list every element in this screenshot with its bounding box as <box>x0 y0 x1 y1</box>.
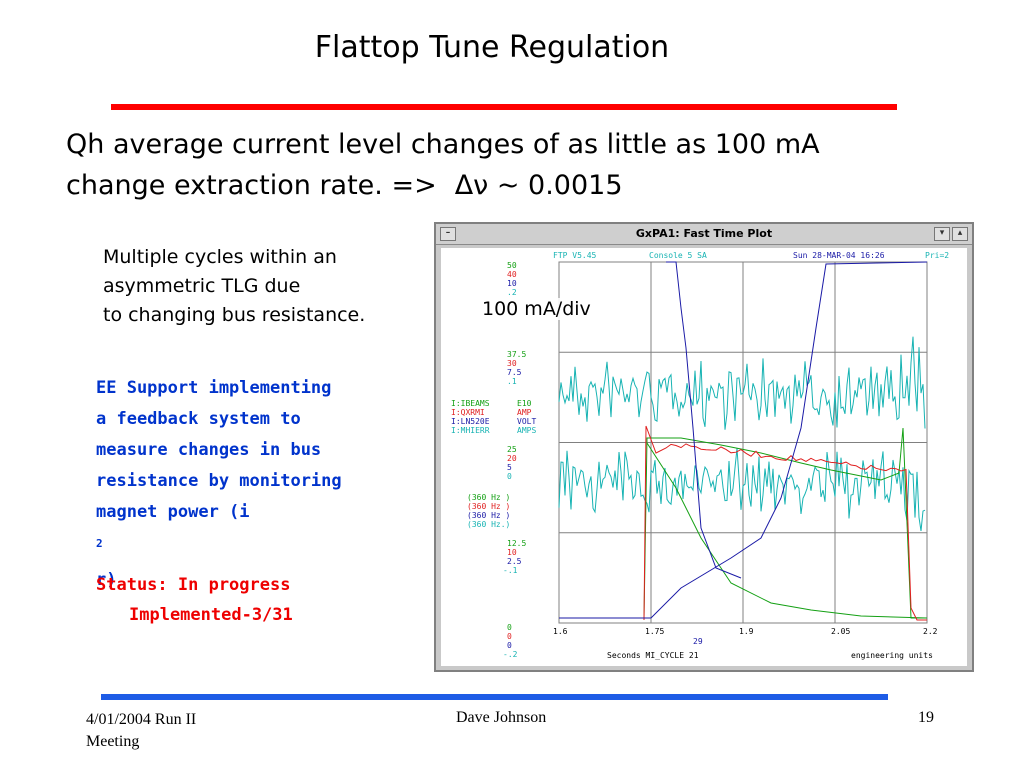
lead-line-1: Qh average current level changes of as l… <box>66 129 820 160</box>
device-unit: VOLT <box>517 417 536 426</box>
scale-label: 25 <box>507 445 517 454</box>
footer-event: Meeting <box>86 733 140 750</box>
x-tick-label: 1.9 <box>739 627 754 636</box>
scale-group-5: 0 0 0 -.2 <box>503 623 518 659</box>
header-console: Console 5 SA <box>649 251 707 260</box>
device-unit: AMP <box>517 408 532 417</box>
scale-label: 0 <box>507 641 512 650</box>
device-name: I:QXRMI <box>451 408 485 417</box>
trace-layer <box>558 261 928 621</box>
ee-last-text-end: r) <box>96 569 117 590</box>
blue-trace <box>559 261 928 619</box>
header-priority: Pri=2 <box>925 251 949 260</box>
scale-label: 2.5 <box>507 557 522 566</box>
scale-group-1: 50 40 10 .2 <box>507 261 517 297</box>
scale-label: -.1 <box>503 566 518 575</box>
device-name: I:LN520E <box>451 417 490 426</box>
x-extra-label: 29 <box>693 637 703 646</box>
sample-rate: (360 Hz ) <box>467 502 510 511</box>
scale-group-3: 25 20 5 0 <box>507 445 517 481</box>
window-title: GxPA1: Fast Time Plot <box>635 227 773 240</box>
fast-time-plot-window: – GxPA1: Fast Time Plot ▾ ▴ FTP V5.45 Co… <box>434 222 974 672</box>
x-tick-label: 1.75 <box>645 627 664 636</box>
status-implemented: Implemented-3/31 <box>129 605 293 625</box>
lead-line-2-text: change extraction rate. => <box>66 170 437 201</box>
scale-label: 10 <box>507 548 517 557</box>
device-name: I:MHIERR <box>451 426 490 435</box>
note-line: to changing bus resistance. <box>103 304 366 326</box>
x-tick-label: 2.05 <box>831 627 850 636</box>
ee-line: EE Support implementing <box>96 378 332 398</box>
sample-rate: (360 Hz.) <box>467 520 510 529</box>
lead-line-2: change extraction rate. => Δν ~ 0.0015 <box>66 165 966 206</box>
title-divider <box>111 104 897 110</box>
x-axis-label: Seconds MI_CYCLE 21 <box>607 651 699 660</box>
sample-rate-list: (360 Hz ) (360 Hz ) (360 Hz ) (360 Hz.) <box>467 493 510 529</box>
scale-label: 5 <box>507 463 512 472</box>
maximize-button[interactable]: ▴ <box>952 227 968 241</box>
cycles-note: Multiple cycles within an asymmetric TLG… <box>103 243 433 330</box>
green-trace <box>559 427 927 619</box>
footer-author: Dave Johnson <box>456 709 547 726</box>
device-name: I:IBEAMS <box>451 399 490 408</box>
ee-support-text: EE Support implementing a feedback syste… <box>96 373 426 596</box>
blue-steep-trace <box>666 261 742 579</box>
scale-label: .2 <box>507 288 517 297</box>
slide-title: Flattop Tune Regulation <box>314 30 670 65</box>
scale-label: 12.5 <box>507 539 526 548</box>
footer-divider <box>101 694 888 700</box>
ee-line: a feedback system to <box>96 409 301 429</box>
ee-superscript: 2 <box>96 537 103 550</box>
units-label: engineering units <box>851 651 933 660</box>
scale-label: 10 <box>507 279 517 288</box>
scale-label: 37.5 <box>507 350 526 359</box>
x-tick-label: 1.6 <box>553 627 568 636</box>
ee-line: magnet power (i 2 r) <box>96 497 426 596</box>
footer-date-event: 4/01/2004 Run II Meeting <box>86 709 286 753</box>
lead-text: Qh average current level changes of as l… <box>66 124 966 206</box>
scale-group-2: 37.5 30 7.5 .1 <box>507 350 526 386</box>
cyan-noise-trace <box>558 336 926 430</box>
ee-line: measure changes in bus <box>96 440 322 460</box>
header-date: Sun 28-MAR-04 16:26 <box>793 251 885 260</box>
cyan-noise-trace <box>558 448 926 531</box>
header-version: FTP V5.45 <box>553 251 597 260</box>
red-trace <box>643 425 927 621</box>
sample-rate: (360 Hz ) <box>467 511 510 520</box>
window-menu-button[interactable]: – <box>440 227 456 241</box>
device-legend: I:IBEAMS E10 I:QXRMI AMP I:LN520E VOLT I… <box>451 399 536 435</box>
tune-change-value: Δν ~ 0.0015 <box>454 170 623 201</box>
ee-line: resistance by monitoring <box>96 471 342 491</box>
green-ramp-trace <box>646 442 928 619</box>
scale-label: 0 <box>507 623 512 632</box>
window-titlebar[interactable]: – GxPA1: Fast Time Plot ▾ ▴ <box>436 224 972 245</box>
status-text: Status: In progress Implemented-3/31 <box>96 570 426 630</box>
ee-last-text: magnet power (i <box>96 502 250 522</box>
scale-label: 30 <box>507 359 517 368</box>
scale-label: 40 <box>507 270 517 279</box>
status-line: Status: In progress <box>96 575 291 595</box>
device-unit: E10 <box>517 399 532 408</box>
note-line: asymmetric TLG due <box>103 275 301 297</box>
scale-group-4: 12.5 10 2.5 -.1 <box>503 539 526 575</box>
scale-annotation: 100 mA/div <box>480 298 593 320</box>
scale-label: 50 <box>507 261 517 270</box>
scale-label: .1 <box>507 377 517 386</box>
page-number: 19 <box>918 709 934 726</box>
scale-label: 0 <box>507 632 512 641</box>
scale-label: 7.5 <box>507 368 522 377</box>
scale-label: 20 <box>507 454 517 463</box>
note-line: Multiple cycles within an <box>103 246 337 268</box>
scale-label: 0 <box>507 472 512 481</box>
scale-label: -.2 <box>503 650 518 659</box>
device-unit: AMPS <box>517 426 536 435</box>
x-tick-label: 2.2 <box>923 627 938 636</box>
minimize-button[interactable]: ▾ <box>934 227 950 241</box>
plot-grid <box>558 261 928 624</box>
footer-date: 4/01/2004 Run II <box>86 711 197 728</box>
sample-rate: (360 Hz ) <box>467 493 510 502</box>
